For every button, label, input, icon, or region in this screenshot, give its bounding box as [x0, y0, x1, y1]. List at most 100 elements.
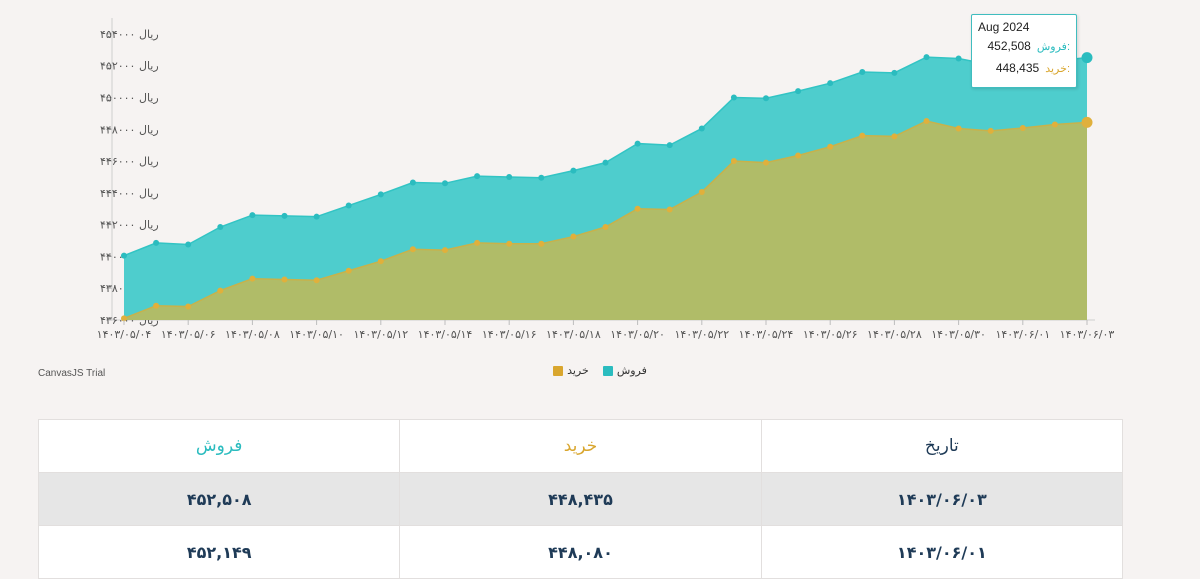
x-tick-label: ۱۴۰۳/۰۶/۰۳ [1060, 328, 1115, 341]
legend-item-buy[interactable]: خرید [553, 364, 589, 377]
series-buy [121, 116, 1093, 322]
x-tick-label: ۱۴۰۳/۰۵/۱۴ [418, 328, 473, 341]
data-point-buy [730, 158, 737, 165]
data-point-sell [891, 69, 898, 76]
data-point-sell [795, 88, 802, 95]
x-tick-label: ۱۴۰۳/۰۵/۱۶ [482, 328, 537, 341]
cell-date: ۱۴۰۳/۰۶/۰۱ [760, 525, 1124, 579]
data-point-buy [345, 267, 352, 274]
data-point-sell [121, 252, 127, 259]
data-point-buy [987, 127, 994, 134]
x-tick-label: ۱۴۰۳/۰۵/۲۸ [867, 328, 922, 341]
data-point-sell [730, 94, 737, 101]
data-point-buy [698, 189, 705, 196]
data-point-buy [1051, 121, 1058, 128]
cell-sell: ۴۵۲,۱۴۹ [37, 525, 401, 579]
y-tick-label: ریال ۴۴۴۰۰۰ [100, 187, 159, 200]
data-point-buy [602, 224, 609, 231]
tooltip-row-buy: 448,435 خرید: [972, 61, 1070, 75]
x-tick-label: ۱۴۰۳/۰۵/۲۴ [739, 328, 794, 341]
data-point-sell [153, 239, 160, 246]
cell-sell: ۴۵۲,۵۰۸ [37, 472, 401, 526]
x-tick-label: ۱۴۰۳/۰۵/۱۲ [353, 328, 408, 341]
x-tick-label: ۱۴۰۳/۰۶/۰۱ [995, 328, 1050, 341]
cell-buy: ۴۴۸,۰۸۰ [399, 525, 762, 579]
legend-swatch-buy [553, 365, 564, 376]
x-tick-label: ۱۴۰۳/۰۵/۰۴ [97, 328, 152, 341]
data-point-buy [634, 205, 641, 212]
header-buy: خرید [399, 419, 762, 473]
y-tick-label: ریال ۴۴۸۰۰۰ [100, 123, 159, 136]
data-point-buy [409, 246, 416, 253]
watermark: CanvasJS Trial [38, 368, 106, 379]
y-tick-label: ریال ۴۵۲۰۰۰ [100, 60, 159, 73]
data-point-buy [313, 277, 320, 284]
data-point-buy [923, 117, 930, 124]
legend-swatch-sell [602, 365, 613, 376]
data-point-buy [185, 303, 192, 310]
legend-label-buy: خرید [567, 364, 589, 377]
data-point-sell [474, 173, 481, 180]
data-point-buy [859, 132, 866, 139]
data-point-buy [281, 276, 288, 283]
data-point-buy [153, 302, 160, 309]
data-point-sell [538, 174, 545, 181]
data-point-sell [698, 125, 705, 132]
data-point-buy [474, 239, 481, 246]
data-point-buy [827, 143, 834, 150]
data-point-sell [923, 54, 930, 61]
legend-item-sell[interactable]: فروش [602, 364, 647, 377]
tooltip-value-sell: 452,508 [987, 39, 1031, 53]
table-row: ۴۵۲,۵۰۸ ۴۴۸,۴۳۵ ۱۴۰۳/۰۶/۰۳ [37, 472, 1124, 526]
data-point-buy [538, 240, 545, 247]
tooltip-label-buy: خرید: [1045, 62, 1070, 75]
data-point-sell [570, 167, 577, 174]
data-point-sell [602, 159, 609, 166]
x-tick-label: ۱۴۰۳/۰۵/۰۸ [225, 328, 280, 341]
y-tick-label: ریال ۴۴۲۰۰۰ [100, 219, 159, 232]
table-header-row: فروش خرید تاریخ [37, 419, 1124, 473]
data-point-sell [666, 142, 673, 149]
cell-date: ۱۴۰۳/۰۶/۰۳ [760, 472, 1124, 526]
price-table: فروش خرید تاریخ ۴۵۲,۵۰۸ ۴۴۸,۴۳۵ ۱۴۰۳/۰۶/… [37, 419, 1124, 579]
data-point-sell [634, 140, 641, 147]
data-point-buy [506, 240, 513, 247]
tooltip-row-sell: 452,508 فروش: [972, 39, 1070, 53]
y-tick-label: ریال ۴۵۰۰۰۰ [100, 91, 159, 104]
data-point-sell [377, 191, 384, 198]
data-point-sell [1081, 52, 1093, 64]
header-date: تاریخ [760, 419, 1124, 473]
data-point-sell [185, 241, 192, 248]
tooltip-value-buy: 448,435 [995, 61, 1040, 75]
data-point-sell [506, 173, 513, 180]
data-point-buy [570, 233, 577, 240]
data-point-sell [827, 80, 834, 87]
x-tick-label: ۱۴۰۳/۰۵/۱۰ [289, 328, 344, 341]
data-point-sell [313, 213, 320, 220]
legend-label-sell: فروش [616, 364, 647, 377]
tooltip-label-sell: فروش: [1036, 40, 1070, 53]
data-point-sell [345, 202, 352, 209]
data-point-buy [763, 159, 769, 166]
y-tick-label: ریال ۴۴۶۰۰۰ [100, 155, 159, 168]
cell-buy: ۴۴۸,۴۳۵ [399, 472, 762, 526]
data-point-buy [442, 247, 448, 254]
x-tick-label: ۱۴۰۳/۰۵/۲۲ [674, 328, 729, 341]
data-point-buy [249, 275, 256, 282]
area-buy [124, 120, 1087, 320]
data-point-sell [249, 212, 256, 219]
x-tick-label: ۱۴۰۳/۰۵/۰۶ [161, 328, 216, 341]
data-point-sell [955, 55, 962, 62]
x-tick-label: ۱۴۰۳/۰۵/۲۶ [803, 328, 858, 341]
data-point-buy [795, 152, 802, 159]
data-point-buy [891, 133, 898, 140]
x-tick-label: ۱۴۰۳/۰۵/۳۰ [931, 328, 986, 341]
data-point-sell [409, 179, 416, 186]
data-point-buy [1019, 124, 1026, 131]
data-point-buy [666, 206, 673, 213]
data-point-buy [377, 258, 384, 265]
y-tick-label: ریال ۴۵۴۰۰۰ [100, 28, 159, 41]
data-point-buy [121, 315, 127, 322]
data-point-sell [859, 69, 866, 76]
